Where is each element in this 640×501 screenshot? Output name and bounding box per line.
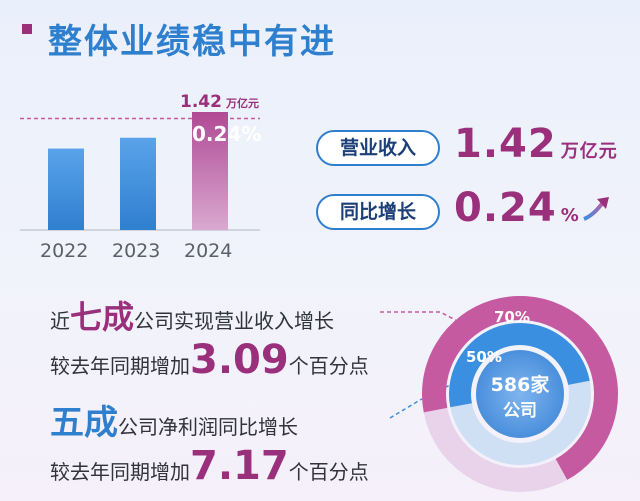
bar-chart-svg: [20, 112, 260, 231]
title-marker: [22, 24, 32, 34]
page-title: 整体业绩稳中有进: [48, 22, 336, 62]
fact-line-4: 较去年同期增加7.17个百分点: [50, 443, 369, 489]
inner-ring-label: 50%: [466, 348, 502, 366]
donut-svg: [422, 296, 618, 492]
fact-line-3: 五成公司净利润同比增长: [50, 403, 298, 443]
company-ratio-donut: 70% 50% 586家 公司: [420, 294, 620, 494]
center-sub: 公司: [503, 401, 537, 421]
outer-ring-arc: [422, 296, 618, 480]
inner-ring-arc: [449, 323, 590, 408]
bar-top-value: 1.42 万亿元: [180, 92, 259, 112]
tick-label-2022: 2022: [40, 240, 89, 262]
growth-label-pill: 同比增长: [316, 194, 440, 230]
tick-label-2024: 2024: [184, 240, 233, 262]
revenue-label-pill: 营业收入: [316, 130, 440, 166]
fact-line-1: 近七成公司实现营业收入增长: [50, 298, 335, 336]
donut-center: [476, 350, 564, 438]
outer-ring-label: 70%: [494, 308, 530, 326]
arrow-up-icon: [583, 197, 609, 221]
bar-2024: [192, 112, 228, 230]
tick-label-2023: 2023: [112, 240, 161, 262]
bar-2022: [48, 148, 84, 230]
revenue-value: 1.42 万亿元: [454, 121, 618, 167]
center-count: 586家: [490, 374, 550, 396]
revenue-bar-chart: 1.42 万亿元 0.24% 2022 2023 2024: [20, 80, 262, 270]
fact-line-2: 较去年同期增加3.09个百分点: [50, 337, 369, 383]
bar-highlight-pct: 0.24%: [192, 122, 262, 146]
growth-value: 0.24%: [454, 185, 580, 231]
bar-2023: [120, 137, 156, 230]
